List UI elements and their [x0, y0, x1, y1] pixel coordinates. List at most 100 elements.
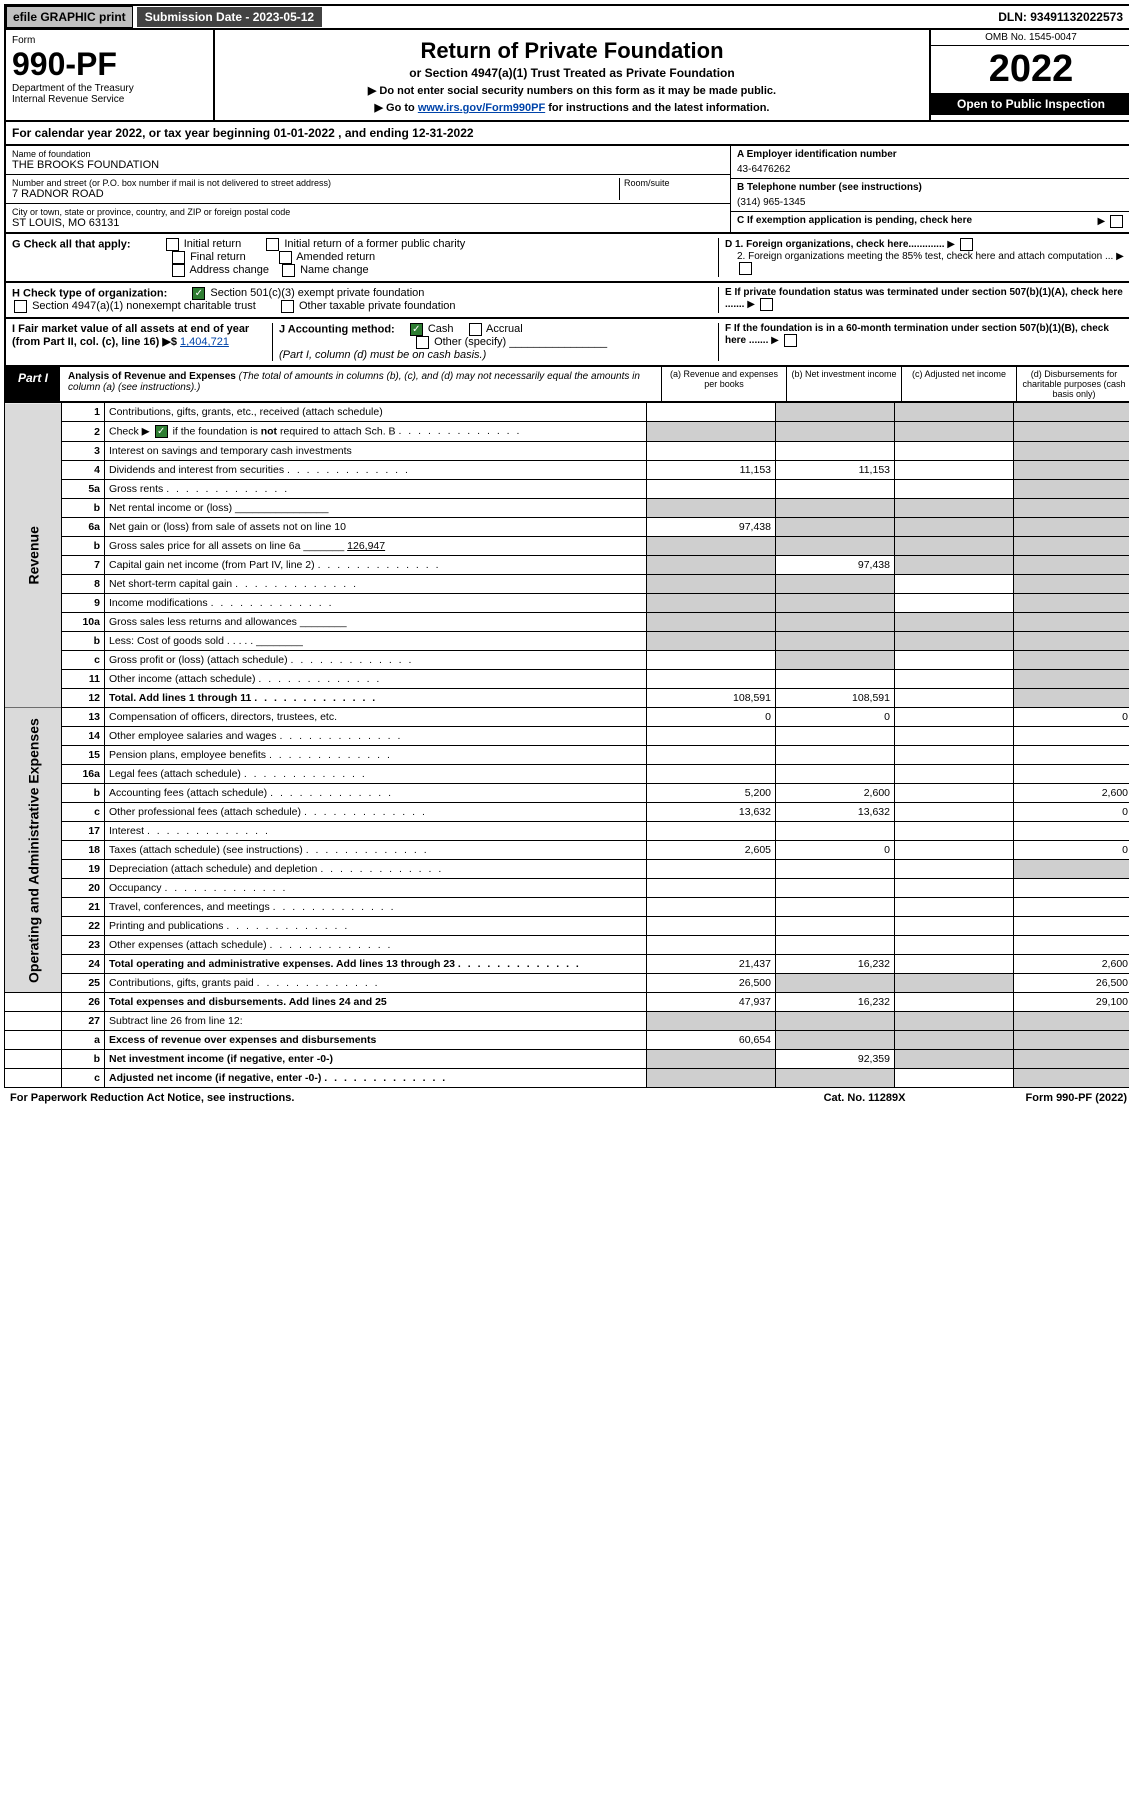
e-checkbox[interactable] [760, 298, 773, 311]
g-label: G Check all that apply: [12, 238, 131, 250]
line-26-a: 47,937 [647, 993, 776, 1012]
g-name-checkbox[interactable] [282, 264, 295, 277]
col-d-header: (d) Disbursements for charitable purpose… [1016, 367, 1129, 401]
line-6b-label: Gross sales price for all assets on line… [105, 537, 647, 556]
g-opt-3: Amended return [296, 251, 375, 263]
line-15-label: Pension plans, employee benefits [105, 746, 647, 765]
line-no: 22 [62, 917, 105, 936]
identification-block: Name of foundation THE BROOKS FOUNDATION… [4, 146, 1129, 234]
phone-label: B Telephone number (see instructions) [737, 182, 1125, 193]
line-13-b: 0 [776, 708, 895, 727]
line-10b-label: Less: Cost of goods sold . . . . . _____… [105, 632, 647, 651]
h-opt-1: Section 4947(a)(1) nonexempt charitable … [32, 300, 256, 312]
g-initial-public-checkbox[interactable] [266, 238, 279, 251]
g-address-checkbox[interactable] [172, 264, 185, 277]
g-final-checkbox[interactable] [172, 251, 185, 264]
form-link[interactable]: www.irs.gov/Form990PF [418, 102, 545, 114]
section-i-j-row: I Fair market value of all assets at end… [4, 319, 1129, 367]
form-subtitle: or Section 4947(a)(1) Trust Treated as P… [221, 66, 923, 80]
line-no: c [62, 1069, 105, 1088]
footer-mid: Cat. No. 11289X [824, 1092, 906, 1104]
line-27-label: Subtract line 26 from line 12: [105, 1012, 647, 1031]
line-4-b: 11,153 [776, 461, 895, 480]
line-14-label: Other employee salaries and wages [105, 727, 647, 746]
line-no: b [62, 499, 105, 518]
line-no: 21 [62, 898, 105, 917]
line-26-d: 29,100 [1014, 993, 1129, 1012]
line-no: b [62, 784, 105, 803]
d1-checkbox[interactable] [960, 238, 973, 251]
line-no: 6a [62, 518, 105, 537]
exemption-checkbox[interactable] [1110, 215, 1123, 228]
line-24-a: 21,437 [647, 955, 776, 974]
g-initial-checkbox[interactable] [166, 238, 179, 251]
i-value[interactable]: 1,404,721 [180, 336, 229, 348]
line-no: 15 [62, 746, 105, 765]
title-box: Return of Private Foundation or Section … [215, 30, 929, 120]
address-label: Number and street (or P.O. box number if… [12, 178, 619, 188]
revenue-side-label: Revenue [5, 403, 62, 708]
ein-value: 43-6476262 [737, 160, 1125, 175]
col-b-header: (b) Net investment income [786, 367, 901, 401]
line-16c-b: 13,632 [776, 803, 895, 822]
line-no: 11 [62, 670, 105, 689]
j-other-checkbox[interactable] [416, 336, 429, 349]
line-no: 25 [62, 974, 105, 993]
j-cash-checkbox[interactable] [410, 323, 423, 336]
line-no: b [62, 632, 105, 651]
line-6a-label: Net gain or (loss) from sale of assets n… [105, 518, 647, 537]
ein-label: A Employer identification number [737, 149, 1125, 160]
city-value: ST LOUIS, MO 63131 [12, 217, 724, 229]
efile-print-button[interactable]: efile GRAPHIC print [6, 6, 133, 28]
line-18-label: Taxes (attach schedule) (see instruction… [105, 841, 647, 860]
line-18-b: 0 [776, 841, 895, 860]
line-12-b: 108,591 [776, 689, 895, 708]
line-no: 18 [62, 841, 105, 860]
line-no: 16a [62, 765, 105, 784]
d1-label: D 1. Foreign organizations, check here..… [725, 239, 945, 250]
line-no: 23 [62, 936, 105, 955]
line-9-label: Income modifications [105, 594, 647, 613]
exemption-cell: C If exemption application is pending, c… [731, 212, 1129, 229]
col-c-header: (c) Adjusted net income [901, 367, 1016, 401]
line-3-label: Interest on savings and temporary cash i… [105, 442, 647, 461]
e-label: E If private foundation status was termi… [725, 287, 1123, 310]
room-label: Room/suite [624, 178, 724, 188]
schb-checkbox[interactable] [155, 425, 168, 438]
part1-tag: Part I [6, 367, 60, 401]
line-18-d: 0 [1014, 841, 1129, 860]
d2-checkbox[interactable] [739, 262, 752, 275]
g-amended-checkbox[interactable] [279, 251, 292, 264]
h-501c3-checkbox[interactable] [192, 287, 205, 300]
page-footer: For Paperwork Reduction Act Notice, see … [4, 1088, 1129, 1108]
form-header: Form 990-PF Department of the Treasury I… [4, 30, 1129, 122]
line-23-label: Other expenses (attach schedule) [105, 936, 647, 955]
line-20-label: Occupancy [105, 879, 647, 898]
line-21-label: Travel, conferences, and meetings [105, 898, 647, 917]
line-no: 24 [62, 955, 105, 974]
line-no: 14 [62, 727, 105, 746]
address-value: 7 RADNOR ROAD [12, 188, 619, 200]
h-4947-checkbox[interactable] [14, 300, 27, 313]
line-no: b [62, 1050, 105, 1069]
top-bar: efile GRAPHIC print Submission Date - 20… [4, 4, 1129, 30]
address-cell: Number and street (or P.O. box number if… [6, 175, 730, 204]
line-24-label: Total operating and administrative expen… [105, 955, 647, 974]
j-accrual-checkbox[interactable] [469, 323, 482, 336]
part1-title: Analysis of Revenue and Expenses [68, 371, 236, 382]
g-opt-1: Initial return of a former public charit… [284, 238, 465, 250]
h-opt-2: Other taxable private foundation [299, 300, 456, 312]
line-5b-label: Net rental income or (loss) ____________… [105, 499, 647, 518]
phone-value: (314) 965-1345 [737, 193, 1125, 208]
part1-desc: Analysis of Revenue and Expenses (The to… [60, 367, 661, 401]
line-26-label: Total expenses and disbursements. Add li… [105, 993, 647, 1012]
f-checkbox[interactable] [784, 334, 797, 347]
line-1-label: Contributions, gifts, grants, etc., rece… [105, 403, 647, 422]
h-other-checkbox[interactable] [281, 300, 294, 313]
calendar-year-line: For calendar year 2022, or tax year begi… [4, 122, 1129, 146]
g-opt-4: Address change [189, 264, 269, 276]
line-no: a [62, 1031, 105, 1050]
line-no: 13 [62, 708, 105, 727]
line-27a-label: Excess of revenue over expenses and disb… [105, 1031, 647, 1050]
j-note: (Part I, column (d) must be on cash basi… [279, 349, 486, 361]
